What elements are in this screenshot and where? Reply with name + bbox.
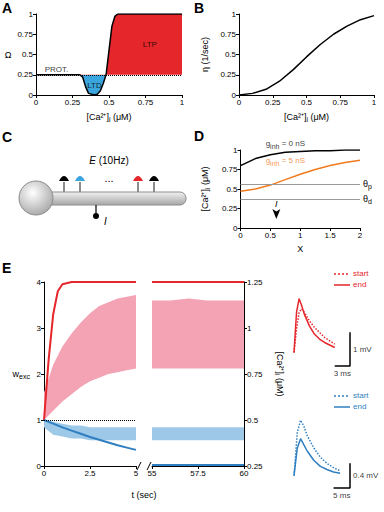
svg-text:0: 0 — [36, 461, 41, 471]
svg-text:0.5: 0.5 — [22, 50, 34, 59]
svg-text:0: 0 — [237, 98, 242, 107]
svg-text:I: I — [104, 216, 107, 227]
svg-text:E: E — [2, 260, 11, 276]
svg-text:I: I — [275, 199, 278, 209]
svg-text:1: 1 — [29, 10, 34, 19]
svg-text:inh: inh — [270, 160, 279, 167]
svg-text:g: g — [265, 139, 271, 149]
svg-text:end: end — [353, 402, 366, 411]
svg-text:2.5: 2.5 — [84, 469, 96, 478]
svg-text:(μM): (μM) — [200, 166, 210, 187]
svg-text:1: 1 — [180, 98, 185, 107]
svg-text:B: B — [194, 0, 204, 16]
svg-text:0: 0 — [238, 231, 243, 240]
svg-text:0.75: 0.75 — [222, 165, 238, 174]
svg-text:1: 1 — [232, 10, 237, 19]
svg-text:0.5: 0.5 — [225, 50, 237, 59]
svg-text:t (sec): t (sec) — [131, 490, 156, 500]
svg-text:exc: exc — [19, 373, 30, 380]
svg-text:...: ... — [104, 172, 113, 184]
svg-text:4: 4 — [37, 278, 42, 287]
svg-text:θ: θ — [363, 194, 368, 205]
svg-text:2: 2 — [358, 231, 363, 240]
svg-text:[Ca²⁺]: [Ca²⁺] — [86, 112, 109, 122]
svg-text:0.5: 0.5 — [301, 98, 313, 107]
svg-text:55: 55 — [148, 469, 157, 478]
svg-text:start: start — [353, 391, 369, 400]
svg-text:0.25: 0.25 — [222, 204, 238, 213]
svg-text:0.25: 0.25 — [65, 98, 81, 107]
svg-text:[Ca²⁺]: [Ca²⁺] — [284, 112, 307, 122]
svg-text:start: start — [353, 269, 369, 278]
svg-text:1: 1 — [233, 146, 238, 155]
svg-text:1.5: 1.5 — [325, 231, 337, 240]
svg-text:1.25: 1.25 — [247, 278, 263, 287]
svg-text:w: w — [12, 369, 20, 379]
svg-text:[Ca²⁺]: [Ca²⁺] — [200, 189, 210, 212]
svg-text:60: 60 — [240, 469, 249, 478]
svg-text:0.4 mV: 0.4 mV — [353, 471, 379, 480]
svg-text:inh: inh — [270, 143, 279, 150]
svg-text:end: end — [353, 280, 366, 289]
svg-text:0.25: 0.25 — [265, 98, 281, 107]
svg-text:0: 0 — [42, 469, 47, 478]
svg-text:5: 5 — [134, 469, 139, 478]
svg-text:0.25: 0.25 — [17, 70, 33, 79]
svg-text:57.5: 57.5 — [190, 469, 206, 478]
svg-text:0.25: 0.25 — [220, 70, 236, 79]
svg-text:X: X — [297, 244, 303, 254]
svg-text:Ω: Ω — [5, 50, 12, 60]
svg-text:0.75: 0.75 — [332, 98, 348, 107]
svg-text:η (1/sec): η (1/sec) — [200, 37, 210, 72]
svg-text:p: p — [368, 183, 372, 191]
svg-text:LTP: LTP — [143, 40, 157, 49]
svg-text:0: 0 — [233, 223, 238, 233]
svg-text:(μM): (μM) — [275, 375, 285, 396]
svg-text:0.25: 0.25 — [247, 462, 263, 471]
svg-text:d: d — [368, 198, 372, 205]
svg-text:= 5 nS: = 5 nS — [279, 156, 305, 165]
svg-text:1: 1 — [298, 231, 303, 240]
svg-text:2: 2 — [37, 370, 42, 379]
svg-text:1: 1 — [247, 324, 252, 333]
svg-text:3: 3 — [37, 324, 42, 333]
svg-text:0.75: 0.75 — [247, 370, 263, 379]
svg-text:[Ca²⁺]: [Ca²⁺] — [275, 351, 285, 374]
svg-text:0: 0 — [34, 98, 39, 107]
svg-text:1: 1 — [37, 416, 42, 425]
svg-text:A: A — [2, 0, 12, 16]
svg-text:PROT.: PROT. — [45, 65, 69, 74]
svg-text:g: g — [265, 156, 271, 166]
svg-text:(μM): (μM) — [308, 112, 329, 122]
svg-text:0: 0 — [28, 90, 33, 100]
svg-text:(μM): (μM) — [110, 112, 131, 122]
svg-text:θ: θ — [363, 179, 368, 190]
svg-text:3 ms: 3 ms — [334, 369, 351, 378]
svg-text:0.5: 0.5 — [103, 98, 115, 107]
svg-text:5 ms: 5 ms — [333, 491, 350, 500]
svg-text:= 0 nS: = 0 nS — [279, 139, 305, 148]
svg-text:0.5: 0.5 — [247, 416, 259, 425]
svg-text:0.75: 0.75 — [138, 98, 154, 107]
svg-text:LTD: LTD — [87, 81, 102, 90]
svg-text:0.75: 0.75 — [220, 30, 236, 39]
svg-text:0.5: 0.5 — [265, 231, 277, 240]
svg-text:E (10Hz): E (10Hz) — [89, 155, 128, 166]
svg-text:C: C — [2, 129, 12, 145]
svg-text:D: D — [194, 128, 204, 144]
svg-text:0: 0 — [231, 90, 236, 100]
svg-text:1 mV: 1 mV — [353, 345, 372, 354]
svg-text:0.5: 0.5 — [226, 185, 238, 194]
svg-text:1: 1 — [372, 98, 377, 107]
svg-text:0.75: 0.75 — [17, 30, 33, 39]
